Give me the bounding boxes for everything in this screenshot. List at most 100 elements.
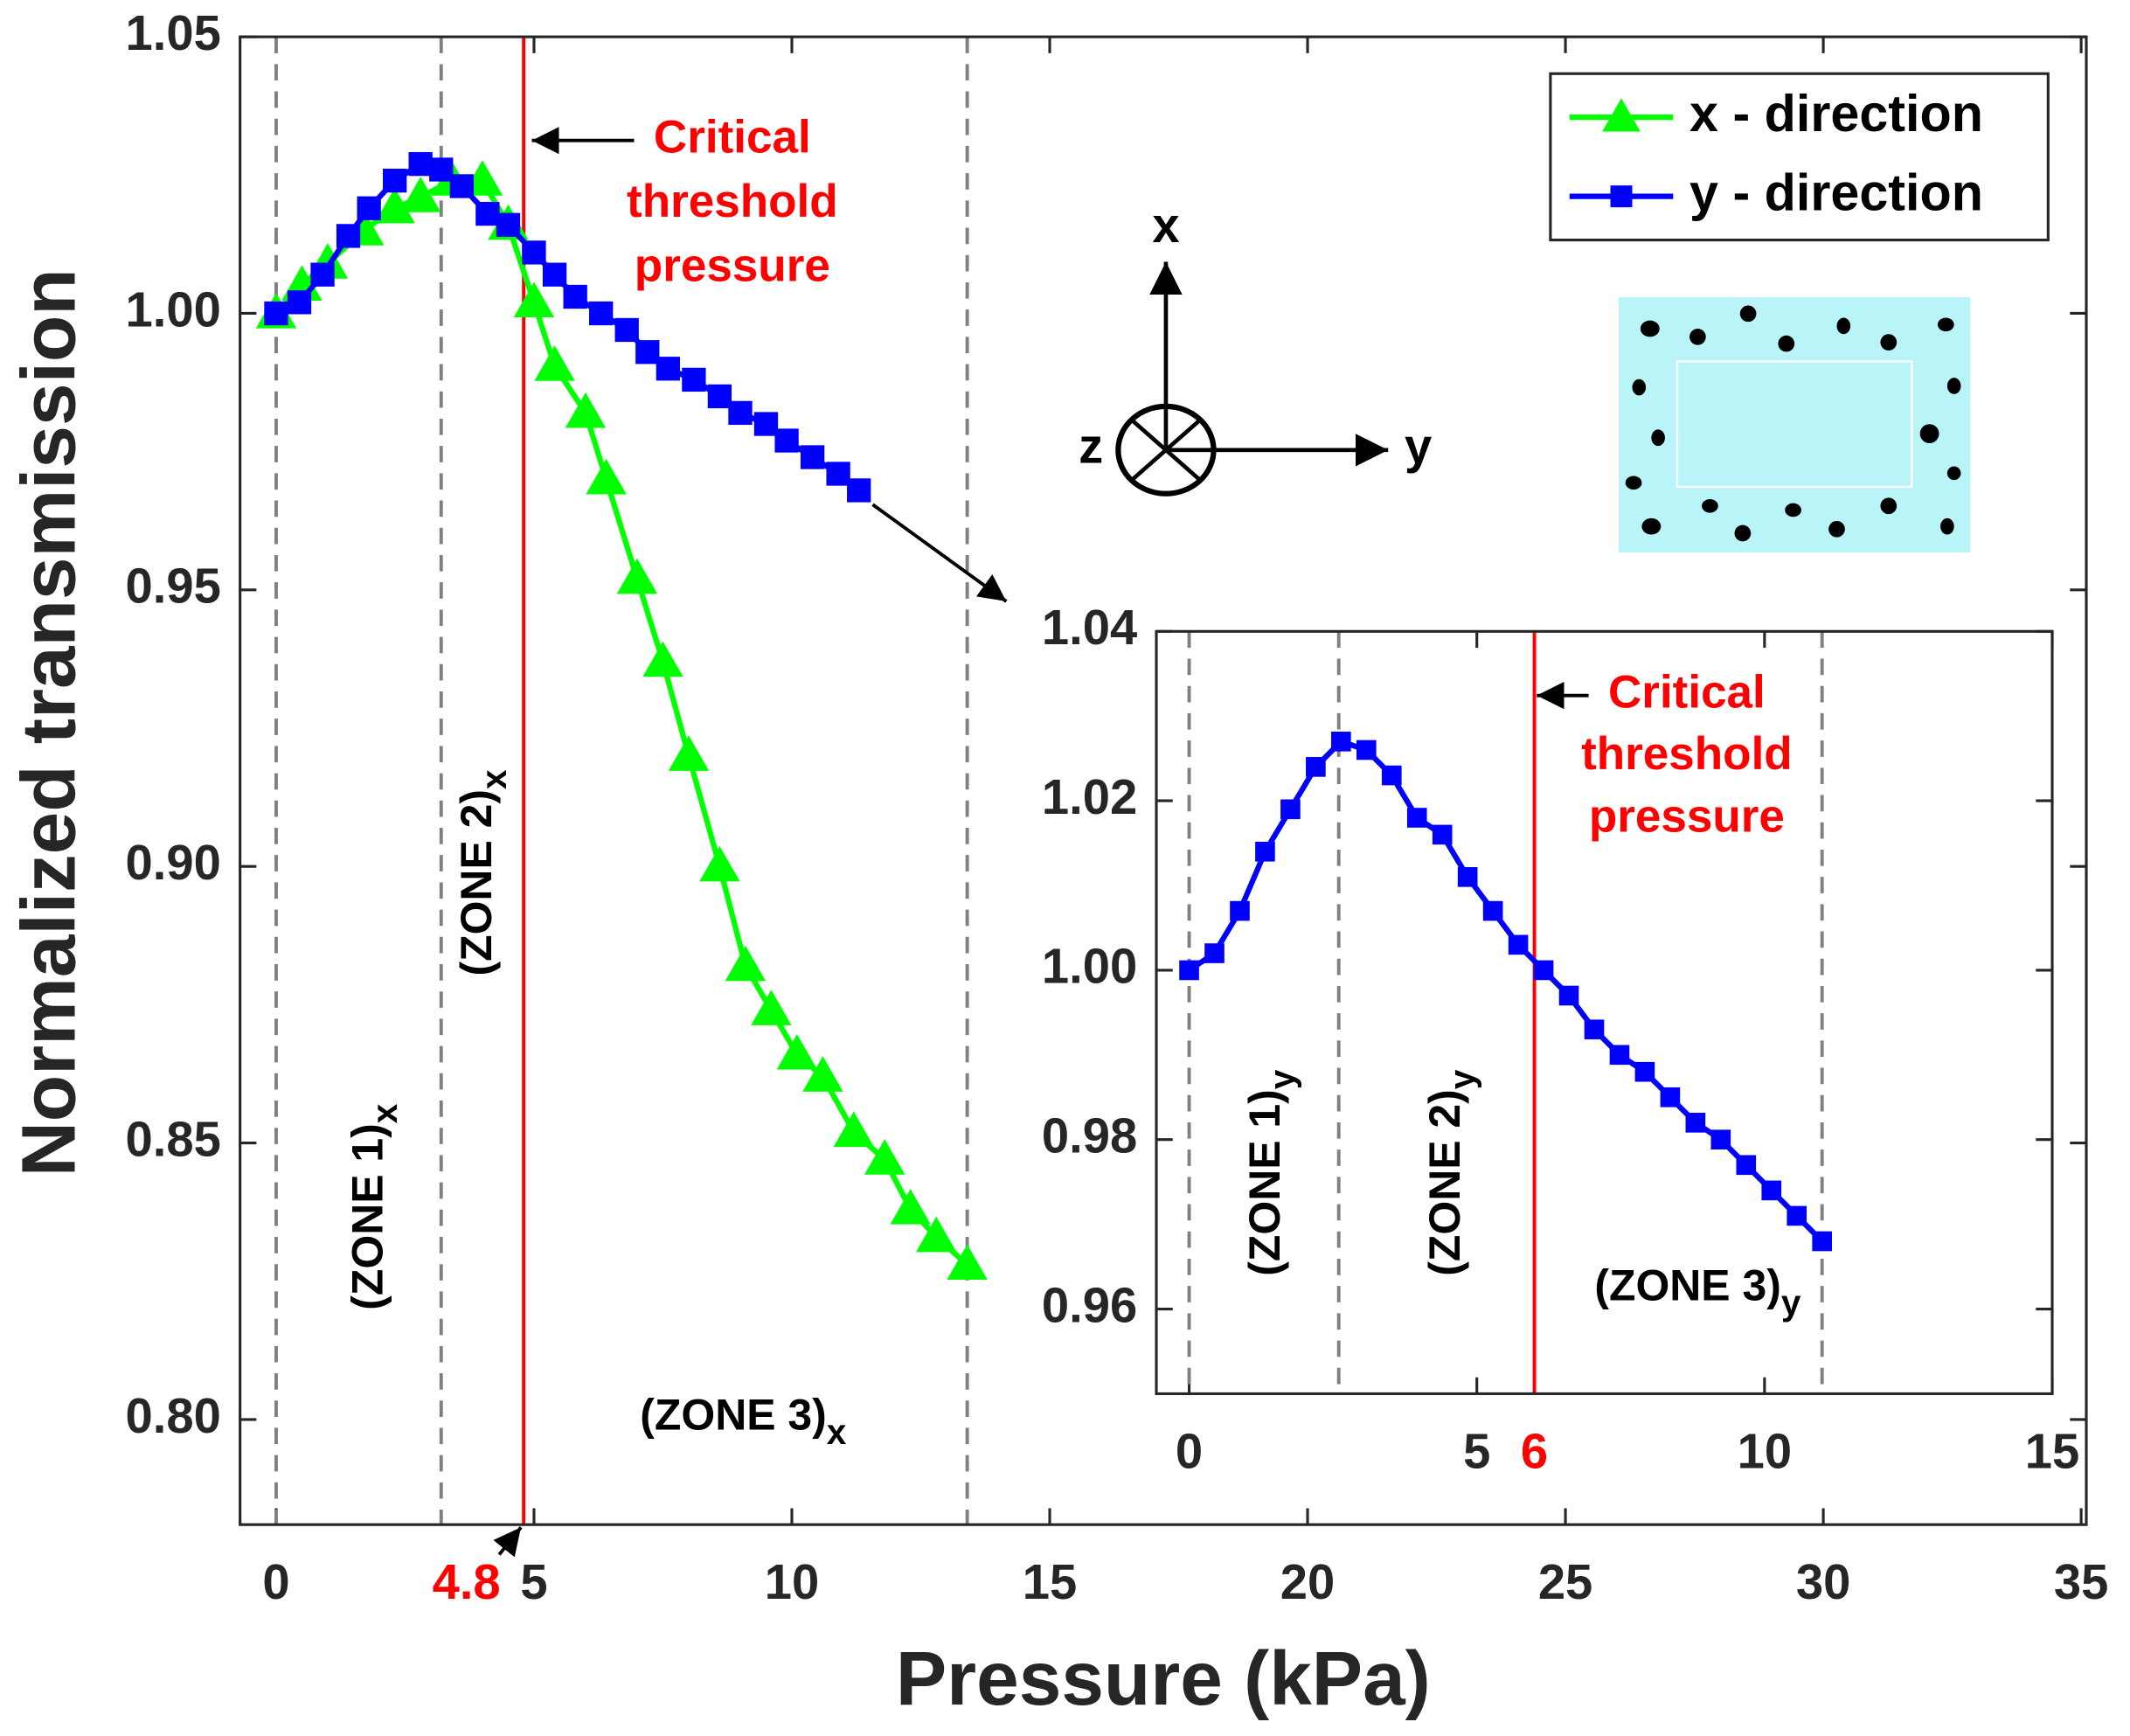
zone-text: (ZONE 2) <box>452 789 501 976</box>
plot-area <box>1156 631 2053 1394</box>
square-marker <box>357 196 381 220</box>
axes-glyph: x y z <box>1079 198 1432 496</box>
square-marker <box>287 290 312 315</box>
zone-label: (ZONE 3)x <box>640 1391 846 1452</box>
inset-pointer <box>871 503 1008 603</box>
square-marker <box>1685 1113 1706 1133</box>
square-marker <box>1558 985 1579 1006</box>
x-tick-label: 5 <box>1463 1423 1490 1478</box>
x-axis-label: Pressure (kPa) <box>896 1635 1431 1721</box>
legend-marker <box>1602 98 1641 132</box>
square-marker <box>800 445 825 469</box>
threshold-pointer <box>493 1526 523 1558</box>
zone-text: (ZONE 3) <box>640 1391 827 1440</box>
square-marker <box>682 367 706 392</box>
annotation: pressure <box>635 240 830 291</box>
zone-text: (ZONE 1) <box>343 1123 392 1310</box>
square-marker <box>1584 1019 1605 1040</box>
y-tick-label: 0.90 <box>126 835 221 890</box>
square-marker <box>1457 867 1478 887</box>
square-marker <box>1230 900 1250 921</box>
y-axis-label: Normalized transmission <box>6 268 92 1177</box>
x-tick-label: 20 <box>1280 1554 1335 1609</box>
y-tick-label: 0.98 <box>1042 1108 1137 1163</box>
axis-glyph-label: x <box>1152 198 1179 253</box>
legend-label: x - direction <box>1689 84 1983 142</box>
zone-label: (ZONE 2)y <box>1420 1069 1481 1275</box>
triangle-marker <box>916 1216 957 1253</box>
x-tick-label: 25 <box>1538 1554 1592 1609</box>
triangle-marker <box>586 458 627 495</box>
triangle-marker <box>699 845 740 882</box>
triangle-marker <box>642 641 683 677</box>
square-marker <box>408 152 433 177</box>
square-marker <box>449 174 475 198</box>
square-marker <box>1761 1180 1782 1201</box>
square-marker <box>774 428 799 453</box>
square-marker <box>1331 731 1351 752</box>
triangle-marker <box>802 1056 843 1092</box>
zone-label: (ZONE 1)y <box>1240 1069 1301 1276</box>
square-marker <box>1381 765 1402 786</box>
zone-label: (ZONE 3)y <box>1594 1260 1801 1322</box>
y-tick-label: 0.96 <box>1042 1277 1137 1332</box>
legend-marker <box>1610 185 1633 208</box>
x-tick-label: 10 <box>765 1554 819 1609</box>
square-marker <box>1533 960 1554 981</box>
threshold-label: 6 <box>1521 1423 1548 1478</box>
square-marker <box>1787 1205 1807 1226</box>
annotation: threshold <box>627 176 838 227</box>
square-marker <box>1406 808 1427 828</box>
zone-subscript: x <box>827 1412 847 1452</box>
triangle-marker <box>534 345 575 381</box>
x-tick-label: 10 <box>1738 1423 1792 1478</box>
y-tick-label: 1.05 <box>126 5 221 60</box>
square-marker <box>1280 799 1301 820</box>
square-marker <box>656 357 681 381</box>
square-marker <box>589 301 614 326</box>
square-marker <box>635 340 660 365</box>
triangle-marker <box>616 558 658 594</box>
square-marker <box>1204 943 1225 963</box>
square-marker <box>707 384 732 409</box>
triangle-marker <box>751 990 792 1025</box>
square-marker <box>383 168 407 193</box>
square-marker <box>614 317 639 343</box>
square-marker <box>1660 1087 1681 1108</box>
square-marker <box>1812 1231 1832 1252</box>
x-tick-label: 0 <box>262 1554 289 1609</box>
square-marker <box>1508 934 1529 955</box>
triangle-marker <box>890 1189 931 1225</box>
zone-text: (ZONE 3) <box>1594 1260 1781 1309</box>
y-tick-label: 0.80 <box>126 1388 221 1443</box>
triangle-marker <box>668 735 710 771</box>
axis-glyph-label: y <box>1405 419 1432 474</box>
plot-frame <box>239 35 2088 1526</box>
inset-plot: 0 5 10 15 0.96 0.98 1.00 1.02 1.04 6 Critical thres… <box>1042 600 2079 1478</box>
y-tick-label: 1.02 <box>1042 769 1137 824</box>
square-marker <box>475 201 500 226</box>
triangle-marker <box>776 1033 818 1070</box>
square-marker <box>1255 841 1275 862</box>
y-tick-label: 0.85 <box>126 1111 221 1166</box>
square-marker <box>522 240 546 265</box>
x-tick-label: 0 <box>1176 1423 1203 1478</box>
square-marker <box>563 284 587 309</box>
triangle-marker <box>399 177 441 212</box>
x-tick-label: 15 <box>2025 1423 2079 1478</box>
x-tick-label: 35 <box>2054 1554 2108 1609</box>
x-tick-label: 5 <box>520 1554 547 1609</box>
square-marker <box>1609 1045 1630 1066</box>
zone-subscript: y <box>1261 1069 1301 1089</box>
square-marker <box>310 262 335 287</box>
square-marker <box>728 400 753 426</box>
zone-text: (ZONE 1) <box>1240 1089 1289 1276</box>
y-tick-label: 1.00 <box>126 281 221 337</box>
triangle-marker <box>565 392 607 428</box>
triangle-marker <box>513 281 555 317</box>
zone-subscript: y <box>1441 1069 1481 1089</box>
square-marker <box>429 157 454 182</box>
square-marker <box>1432 824 1453 845</box>
triangle-marker <box>833 1111 874 1148</box>
